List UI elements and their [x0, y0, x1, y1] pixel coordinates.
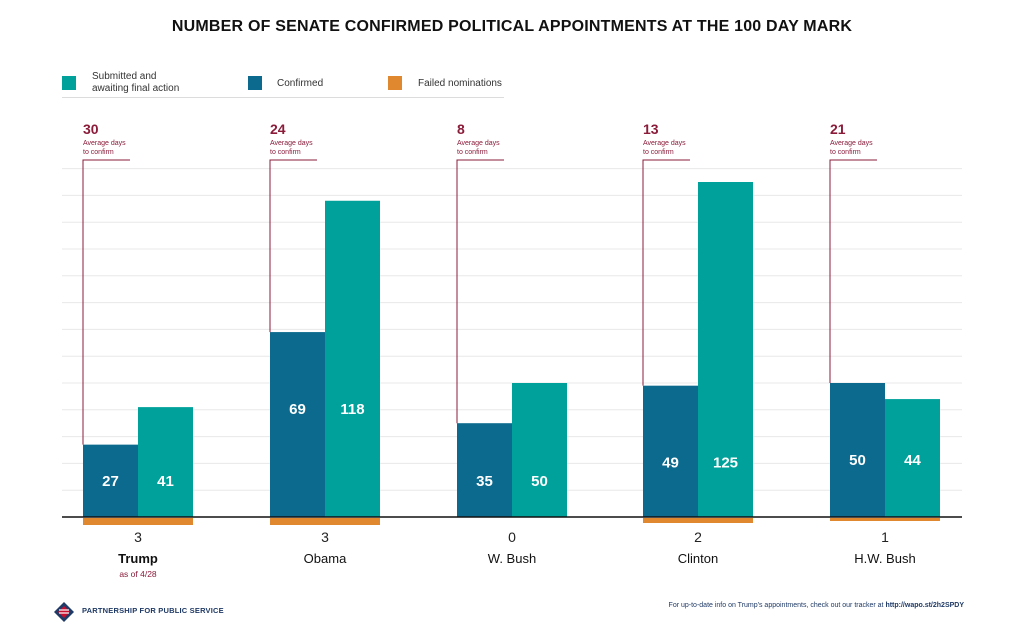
avg-days-label: to confirm	[83, 149, 114, 156]
avg-days-label: Average days	[830, 140, 873, 147]
data-label-failed: 1	[881, 529, 889, 545]
bar-confirmed	[830, 383, 885, 517]
legend-label-submitted: Submitted and awaiting final action	[92, 71, 180, 94]
bar-submitted	[885, 399, 940, 517]
avg-days-bracket	[829, 159, 877, 383]
bar-submitted	[698, 182, 753, 517]
bar-failed	[83, 518, 193, 525]
footer-link[interactable]: http://wapo.st/2h2SPDY	[885, 602, 964, 609]
bar-confirmed	[643, 385, 698, 517]
footer-note-text: For up-to-date info on Trump's appointme…	[668, 602, 886, 609]
data-label-failed: 3	[321, 529, 329, 545]
legend-label-failed: Failed nominations	[418, 78, 502, 89]
bar-submitted	[138, 407, 193, 517]
avg-days-value: 30	[83, 121, 99, 137]
data-label-failed: 3	[134, 529, 142, 545]
bar-confirmed	[83, 444, 138, 517]
bar-submitted	[512, 383, 567, 517]
x-tick-sublabel: as of 4/28	[119, 569, 157, 579]
data-label-confirmed: 49	[662, 455, 679, 472]
data-label-submitted: 125	[713, 455, 738, 472]
legend-label-confirmed: Confirmed	[277, 78, 324, 89]
x-tick-label: W. Bush	[488, 551, 536, 566]
avg-days-bracket	[269, 159, 317, 333]
bar-failed	[830, 518, 940, 521]
avg-days-label: to confirm	[457, 149, 488, 156]
bar-confirmed	[457, 423, 512, 517]
data-label-failed: 2	[694, 529, 702, 545]
legend-swatch-confirmed	[248, 76, 262, 90]
avg-days-value: 13	[643, 121, 659, 137]
data-label-submitted: 41	[157, 473, 174, 490]
avg-days-bracket	[642, 159, 690, 386]
footer-organization: PARTNERSHIP FOR PUBLIC SERVICE	[82, 606, 224, 615]
bar-failed	[270, 518, 380, 525]
avg-days-bracket	[456, 159, 504, 424]
data-label-confirmed: 35	[476, 473, 493, 490]
data-label-confirmed: 27	[102, 473, 119, 490]
data-label-confirmed: 50	[849, 452, 866, 469]
chart-title: NUMBER OF SENATE CONFIRMED POLITICAL APP…	[171, 18, 853, 35]
avg-days-label: Average days	[643, 140, 686, 147]
data-label-submitted: 44	[904, 452, 921, 469]
x-tick-label: H.W. Bush	[854, 551, 915, 566]
avg-days-label: Average days	[457, 140, 500, 147]
data-label-confirmed: 69	[289, 401, 306, 418]
data-label-submitted: 50	[531, 473, 548, 490]
flag-logo-icon	[54, 602, 74, 622]
avg-days-value: 21	[830, 121, 846, 137]
bar-confirmed	[270, 332, 325, 517]
legend-divider	[62, 97, 504, 98]
x-tick-label: Obama	[304, 551, 347, 566]
bar-submitted	[325, 200, 380, 517]
avg-days-label: Average days	[270, 140, 313, 147]
x-tick-label: Clinton	[678, 551, 718, 566]
avg-days-label: to confirm	[830, 149, 861, 156]
legend-swatch-submitted	[62, 76, 76, 90]
footer-note: For up-to-date info on Trump's appointme…	[669, 602, 964, 609]
avg-days-label: to confirm	[643, 149, 674, 156]
data-label-submitted: 118	[340, 401, 364, 418]
legend-swatch-failed	[388, 76, 402, 90]
data-label-failed: 0	[508, 529, 516, 545]
bar-failed	[643, 518, 753, 523]
avg-days-bracket	[82, 159, 130, 445]
avg-days-label: Average days	[83, 140, 126, 147]
avg-days-value: 8	[457, 121, 465, 137]
x-tick-label: Trump	[118, 551, 158, 566]
avg-days-value: 24	[270, 121, 286, 137]
avg-days-label: to confirm	[270, 149, 301, 156]
